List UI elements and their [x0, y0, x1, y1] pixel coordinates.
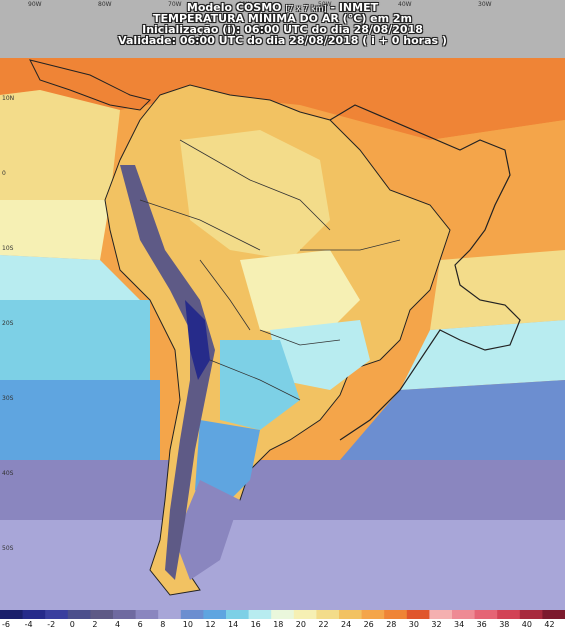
band-16-east [400, 320, 565, 390]
legend-tick-label: 0 [70, 620, 75, 629]
pampas-zone [220, 340, 300, 430]
country-borders [139, 139, 401, 401]
legend-swatch [226, 610, 250, 619]
band-22-east [430, 250, 565, 330]
color-legend: -6 -4 -2 0 2 4 6 8 10 12 14 16 18 20 22 24 26 28 30 32 34 36 3… [0, 610, 565, 629]
lon-label: 60W [238, 1, 252, 8]
legend-swatch [339, 610, 363, 619]
legend-tick-label: 20 [296, 620, 306, 629]
legend-swatch [22, 610, 46, 619]
legend-tick-label: 14 [228, 620, 238, 629]
grid-labels: 90W 80W 70W 60W 50W 40W 30W 10N 0 10S 20… [2, 1, 492, 552]
legend-swatch [542, 610, 565, 619]
legend-swatch [67, 610, 91, 619]
legend-tick-label: 16 [251, 620, 261, 629]
temperature-map: 90W 80W 70W 60W 50W 40W 30W 10N 0 10S 20… [0, 0, 565, 610]
band-26-east [430, 120, 565, 260]
band-16-west [0, 255, 140, 300]
legend-swatch [406, 610, 430, 619]
legend-tick-label: 6 [138, 620, 143, 629]
legend-swatch [113, 610, 137, 619]
lat-label: 40S [2, 470, 14, 477]
model-org: - INMET [330, 1, 379, 14]
band-22-west [0, 90, 120, 200]
amazon-zone [180, 130, 330, 260]
legend-tick-label: 10 [183, 620, 193, 629]
map-variable-title: TEMPERATURA MÍNIMA DO AR (°C) em 2m [153, 12, 412, 25]
south-brazil-zone [270, 320, 370, 390]
central-zone [240, 250, 360, 340]
lon-label: 30W [478, 1, 492, 8]
no-data-band [0, 0, 565, 58]
legend-swatch [180, 610, 204, 619]
legend-tick-label: 42 [544, 620, 554, 629]
band-10-east [340, 380, 565, 460]
legend-tick-label: -2 [47, 620, 55, 629]
legend-swatch [45, 610, 69, 619]
legend-swatch [293, 610, 317, 619]
band-8-south [0, 520, 565, 610]
lon-label: 90W [28, 1, 42, 8]
domain-outline [329, 104, 521, 441]
south-patagonia-zone [175, 480, 240, 580]
band-12-west [0, 380, 160, 460]
legend-tick-label: 30 [409, 620, 419, 629]
legend-tick-label: 22 [318, 620, 328, 629]
legend-swatch [452, 610, 476, 619]
altiplano-core [185, 300, 210, 380]
legend-swatch [203, 610, 227, 619]
andes-cold-strip [120, 165, 215, 580]
band-14-west [0, 300, 150, 380]
legend-swatch [474, 610, 498, 619]
legend-swatch [0, 610, 24, 619]
initialization-time: Inicialização (i): 06:00 UTC do dia 28/0… [142, 23, 423, 36]
legend-tick-label: -6 [2, 620, 10, 629]
legend-swatch [384, 610, 408, 619]
lat-label: 50S [2, 545, 14, 552]
legend-swatch [248, 610, 272, 619]
lat-label: 10N [2, 95, 14, 102]
model-resolution: [7 x 7 km] [285, 4, 327, 13]
lat-label: 10S [2, 245, 14, 252]
legend-tick-label: 34 [454, 620, 464, 629]
legend-swatch [271, 610, 295, 619]
legend-swatch [316, 610, 340, 619]
legend-tick-label: 12 [205, 620, 215, 629]
band-6-south [0, 460, 565, 520]
legend-tick-label: 4 [115, 620, 120, 629]
legend-swatch [497, 610, 521, 619]
legend-tick-label: 24 [341, 620, 351, 629]
legend-tick-label: 36 [477, 620, 487, 629]
lat-label: 30S [2, 395, 14, 402]
band-28 [0, 58, 565, 140]
legend-tick-label: 40 [522, 620, 532, 629]
legend-swatch [158, 610, 182, 619]
lon-label: 40W [398, 1, 412, 8]
lon-label: 70W [168, 1, 182, 8]
legend-swatch [361, 610, 385, 619]
central-america [29, 59, 151, 111]
lat-label: 0 [2, 170, 6, 177]
lon-label: 50W [318, 1, 332, 8]
legend-tick-label: -4 [25, 620, 33, 629]
legend-tick-label: 32 [431, 620, 441, 629]
legend-swatch [519, 610, 543, 619]
model-title: Modelo COSMO [7 x 7 km] - INMET [0, 2, 565, 14]
legend-tick-label: 18 [273, 620, 283, 629]
lat-label: 20S [2, 320, 14, 327]
legend-tick-label: 38 [499, 620, 509, 629]
legend-tick-label: 8 [160, 620, 165, 629]
model-name: Modelo COSMO [186, 1, 282, 14]
legend-tick-label: 2 [92, 620, 97, 629]
legend-tick-label: 28 [386, 620, 396, 629]
validity-time: Validade: 06:00 UTC do dia 28/08/2018 ( … [118, 34, 447, 47]
lon-label: 80W [98, 1, 112, 8]
legend-swatch [135, 610, 159, 619]
legend-swatch [90, 610, 114, 619]
legend-swatch [429, 610, 453, 619]
band-20-west [0, 200, 110, 260]
legend-tick-label: 26 [364, 620, 374, 629]
